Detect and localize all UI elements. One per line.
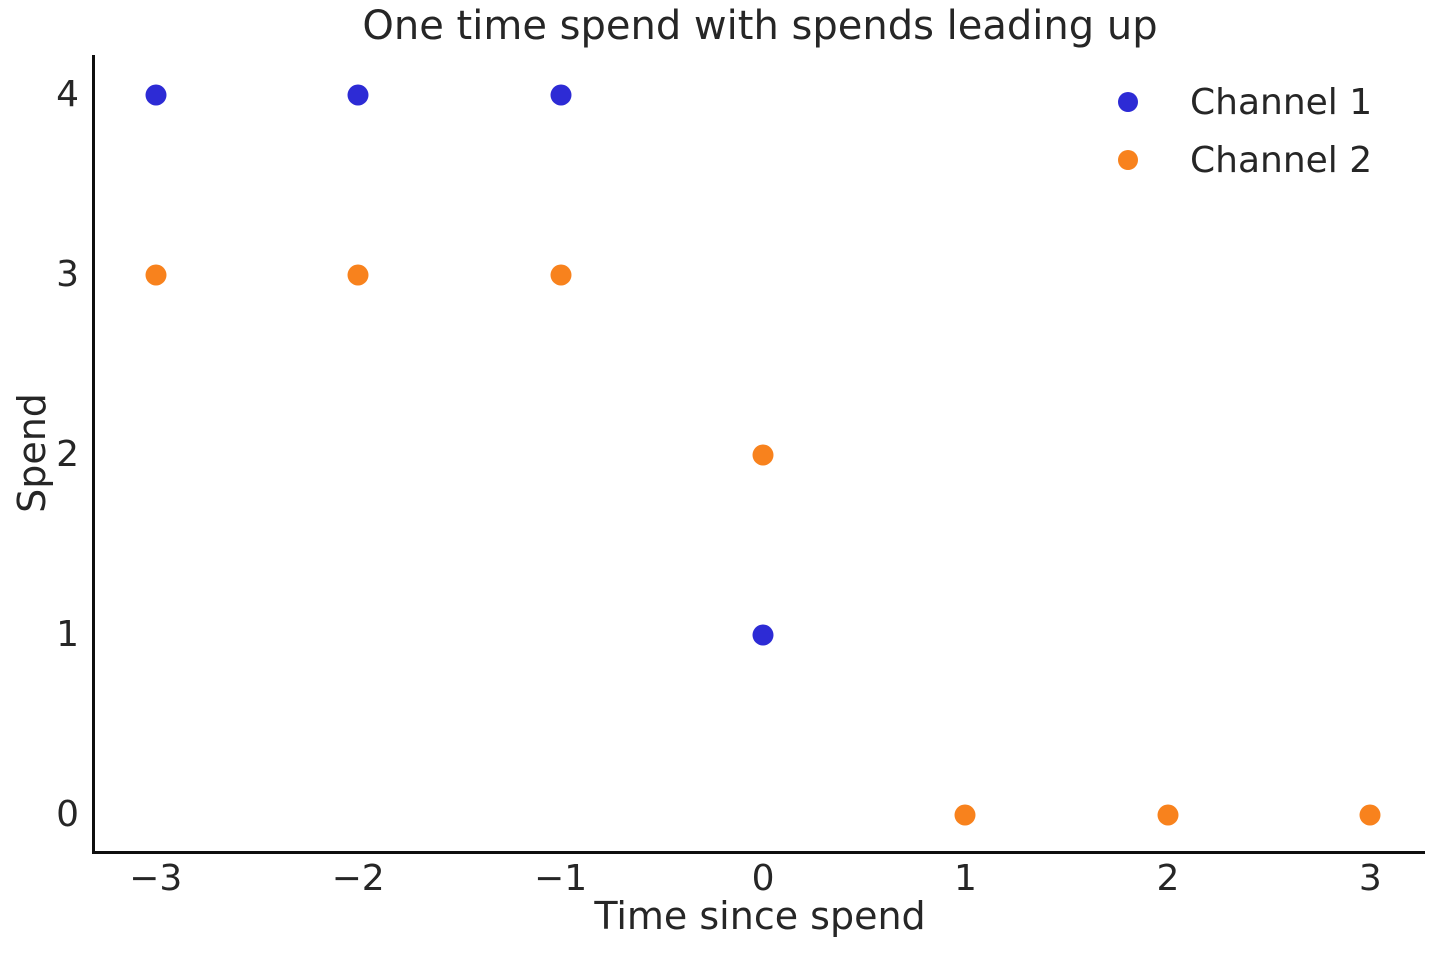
x-tick-label: −3 [129, 858, 183, 899]
x-tick-label: 1 [954, 858, 977, 899]
y-tick-label: 3 [56, 253, 79, 295]
y-axis-spine [92, 55, 95, 854]
data-point-channel-2 [954, 804, 976, 826]
data-point-channel-2 [145, 264, 167, 286]
legend-marker-circle-icon [1118, 92, 1138, 112]
x-tick-label: −2 [331, 858, 385, 899]
data-point-channel-1 [347, 84, 369, 106]
data-point-channel-2 [550, 264, 572, 286]
plot-area: −3 −2 −1 0 1 2 3 0 1 2 3 4 [56, 55, 1425, 896]
data-point-channel-2 [752, 444, 774, 466]
y-tick-label: 2 [56, 433, 79, 475]
y-tick-label: 0 [56, 793, 79, 835]
x-axis-spine [92, 851, 1425, 854]
x-tick-label: 2 [1156, 858, 1180, 899]
data-point-channel-2 [347, 264, 369, 286]
y-tick-label: 1 [56, 613, 79, 655]
legend-label: Channel 1 [1190, 81, 1373, 123]
x-tick-label: 0 [751, 858, 775, 899]
legend-label: Channel 2 [1190, 139, 1373, 181]
legend-entry-channel-1: Channel 1 [1118, 80, 1372, 124]
data-point-channel-2 [1157, 804, 1179, 826]
data-point-channel-1 [550, 84, 572, 106]
chart-title: One time spend with spends leading up [362, 3, 1158, 49]
data-point-channel-1 [752, 624, 774, 646]
legend: Channel 1 Channel 2 [1118, 80, 1372, 182]
y-axis-label: Spend [10, 393, 54, 513]
data-point-channel-1 [145, 84, 167, 106]
data-point-channel-2 [1359, 804, 1381, 826]
legend-entry-channel-2: Channel 2 [1118, 138, 1372, 182]
legend-marker-circle-icon [1118, 150, 1138, 170]
x-tick-label: 3 [1358, 858, 1382, 899]
x-axis-label: Time since spend [594, 894, 926, 938]
x-tick-label: −1 [534, 858, 588, 899]
y-tick-label: 4 [56, 73, 79, 115]
